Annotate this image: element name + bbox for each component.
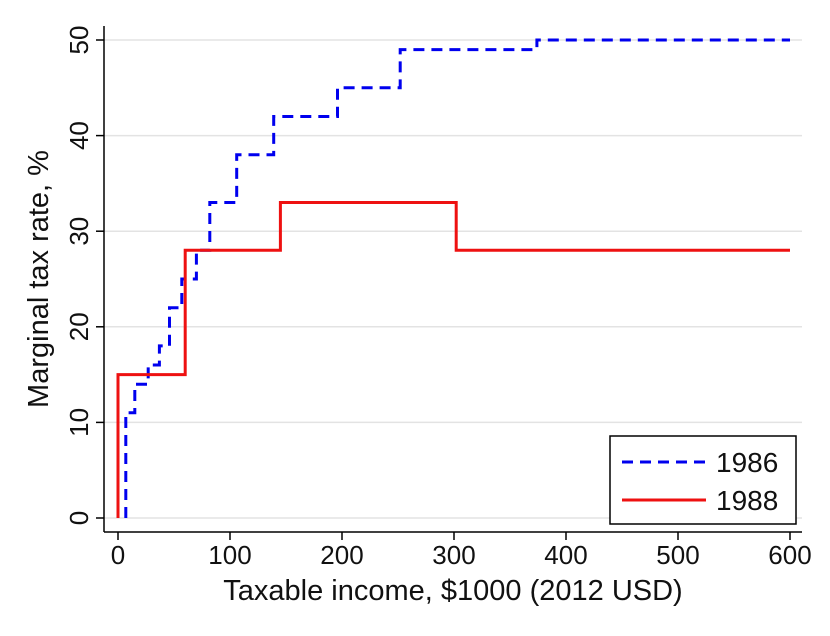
- series-lines: [116, 38, 790, 518]
- axes: 0 100 200 300 400 500 600 0 10 20 30 40 50: [64, 26, 812, 570]
- legend-box: [609, 435, 797, 525]
- y-tick-label-20: 20: [64, 312, 94, 341]
- legend-label-1988: 1988: [716, 485, 778, 516]
- x-tick-label-400: 400: [544, 540, 587, 570]
- legend-label-1986: 1986: [716, 447, 778, 478]
- x-tick-label-100: 100: [208, 540, 251, 570]
- x-tick-label-200: 200: [320, 540, 363, 570]
- x-tick-label-0: 0: [111, 540, 125, 570]
- x-axis-title: Taxable income, $1000 (2012 USD): [223, 575, 682, 607]
- legend: 1986 1988: [609, 435, 797, 525]
- series-line-1988: [116, 201, 790, 518]
- y-axis-title: Marginal tax rate, %: [23, 150, 55, 408]
- x-tick-label-600: 600: [768, 540, 811, 570]
- y-tick-label-10: 10: [64, 408, 94, 437]
- y-tick-label-40: 40: [64, 121, 94, 150]
- y-tick-label-0: 0: [64, 511, 94, 525]
- y-tick-label-50: 50: [64, 26, 94, 55]
- series-line-1986: [124, 38, 790, 518]
- x-tick-label-300: 300: [432, 540, 475, 570]
- y-tick-label-30: 30: [64, 217, 94, 246]
- x-tick-label-500: 500: [656, 540, 699, 570]
